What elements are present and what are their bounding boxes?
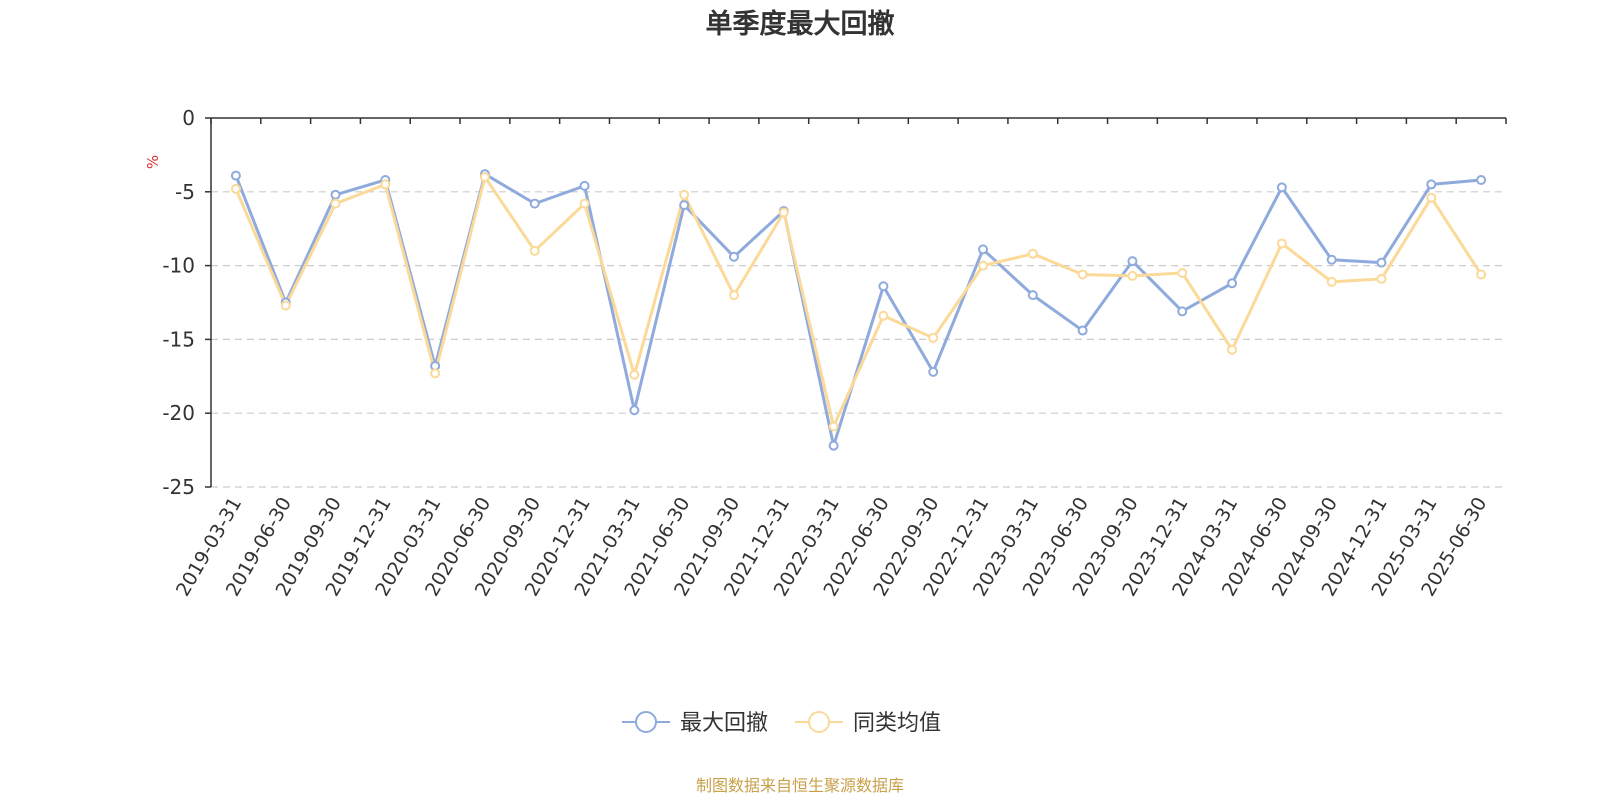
point-s1-0 xyxy=(230,183,241,194)
point-s1-13 xyxy=(878,310,889,321)
point-s1-20 xyxy=(1227,344,1238,355)
point-s0-12 xyxy=(828,440,839,451)
point-s1-23 xyxy=(1376,273,1387,284)
point-s1-14 xyxy=(928,332,939,343)
point-s0-10 xyxy=(728,251,739,262)
point-s0-14 xyxy=(928,366,939,377)
y-tick-0: 0 xyxy=(182,106,195,130)
legend-item-0[interactable]: 最大回撤 xyxy=(622,711,768,736)
legend-item-1[interactable]: 同类均值 xyxy=(795,711,941,736)
series-line-0 xyxy=(234,172,1482,448)
series-group xyxy=(230,169,1487,451)
y-tick-5: -25 xyxy=(162,475,195,499)
y-tick-labels: 0 -5 -10 -15 -20 -25 xyxy=(162,106,195,499)
legend-marker-0 xyxy=(635,711,657,733)
point-s1-2 xyxy=(330,198,341,209)
point-s1-21 xyxy=(1276,238,1287,249)
point-s0-13 xyxy=(878,281,889,292)
point-s1-11 xyxy=(778,207,789,218)
point-s1-19 xyxy=(1177,267,1188,278)
series-line-1 xyxy=(234,175,1483,428)
point-s1-7 xyxy=(579,198,590,209)
point-s0-0 xyxy=(230,170,241,181)
point-s1-18 xyxy=(1127,270,1138,281)
point-s1-3 xyxy=(380,179,391,190)
point-s1-8 xyxy=(629,369,640,380)
point-s1-12 xyxy=(828,421,839,432)
chart-title: 单季度最大回撤 xyxy=(706,8,895,40)
point-s1-17 xyxy=(1077,269,1088,280)
axes xyxy=(205,117,1507,488)
point-s0-17 xyxy=(1077,325,1088,336)
point-s0-18 xyxy=(1127,256,1138,267)
point-s1-15 xyxy=(978,260,989,271)
point-s0-23 xyxy=(1376,257,1387,268)
legend[interactable]: 最大回撤 同类均值 xyxy=(622,711,941,736)
legend-marker-1 xyxy=(808,711,830,733)
point-s0-21 xyxy=(1276,182,1287,193)
point-s1-10 xyxy=(728,290,739,301)
data-source-note: 制图数据来自恒生聚源数据库 xyxy=(696,776,904,795)
legend-label-0: 最大回撤 xyxy=(680,711,768,736)
point-s1-4 xyxy=(430,368,441,379)
point-s0-22 xyxy=(1326,254,1337,265)
legend-label-1: 同类均值 xyxy=(853,711,941,736)
point-s1-5 xyxy=(479,172,490,183)
point-s0-16 xyxy=(1027,290,1038,301)
point-s0-6 xyxy=(529,198,540,209)
x-tick-labels: 2019-03-312019-06-302019-09-302019-12-31… xyxy=(172,494,1491,601)
grid-lines xyxy=(211,191,1506,488)
point-s0-9 xyxy=(679,200,690,211)
point-s0-8 xyxy=(629,405,640,416)
y-axis-unit: % xyxy=(144,155,162,169)
y-tick-3: -15 xyxy=(162,327,195,351)
point-s0-24 xyxy=(1426,179,1437,190)
point-s1-25 xyxy=(1476,269,1487,280)
y-tick-2: -10 xyxy=(162,254,195,278)
point-s1-22 xyxy=(1326,276,1337,287)
point-s0-25 xyxy=(1476,174,1487,185)
y-tick-4: -20 xyxy=(162,401,195,425)
point-s1-24 xyxy=(1426,192,1437,203)
point-s1-6 xyxy=(529,245,540,256)
point-s0-20 xyxy=(1227,278,1238,289)
point-s1-9 xyxy=(679,189,690,200)
y-tick-1: -5 xyxy=(175,180,195,204)
point-s0-19 xyxy=(1177,306,1188,317)
point-s1-1 xyxy=(280,300,291,311)
point-s0-15 xyxy=(978,244,989,255)
point-s0-2 xyxy=(330,189,341,200)
point-s1-16 xyxy=(1027,248,1038,259)
point-s0-7 xyxy=(579,180,590,191)
